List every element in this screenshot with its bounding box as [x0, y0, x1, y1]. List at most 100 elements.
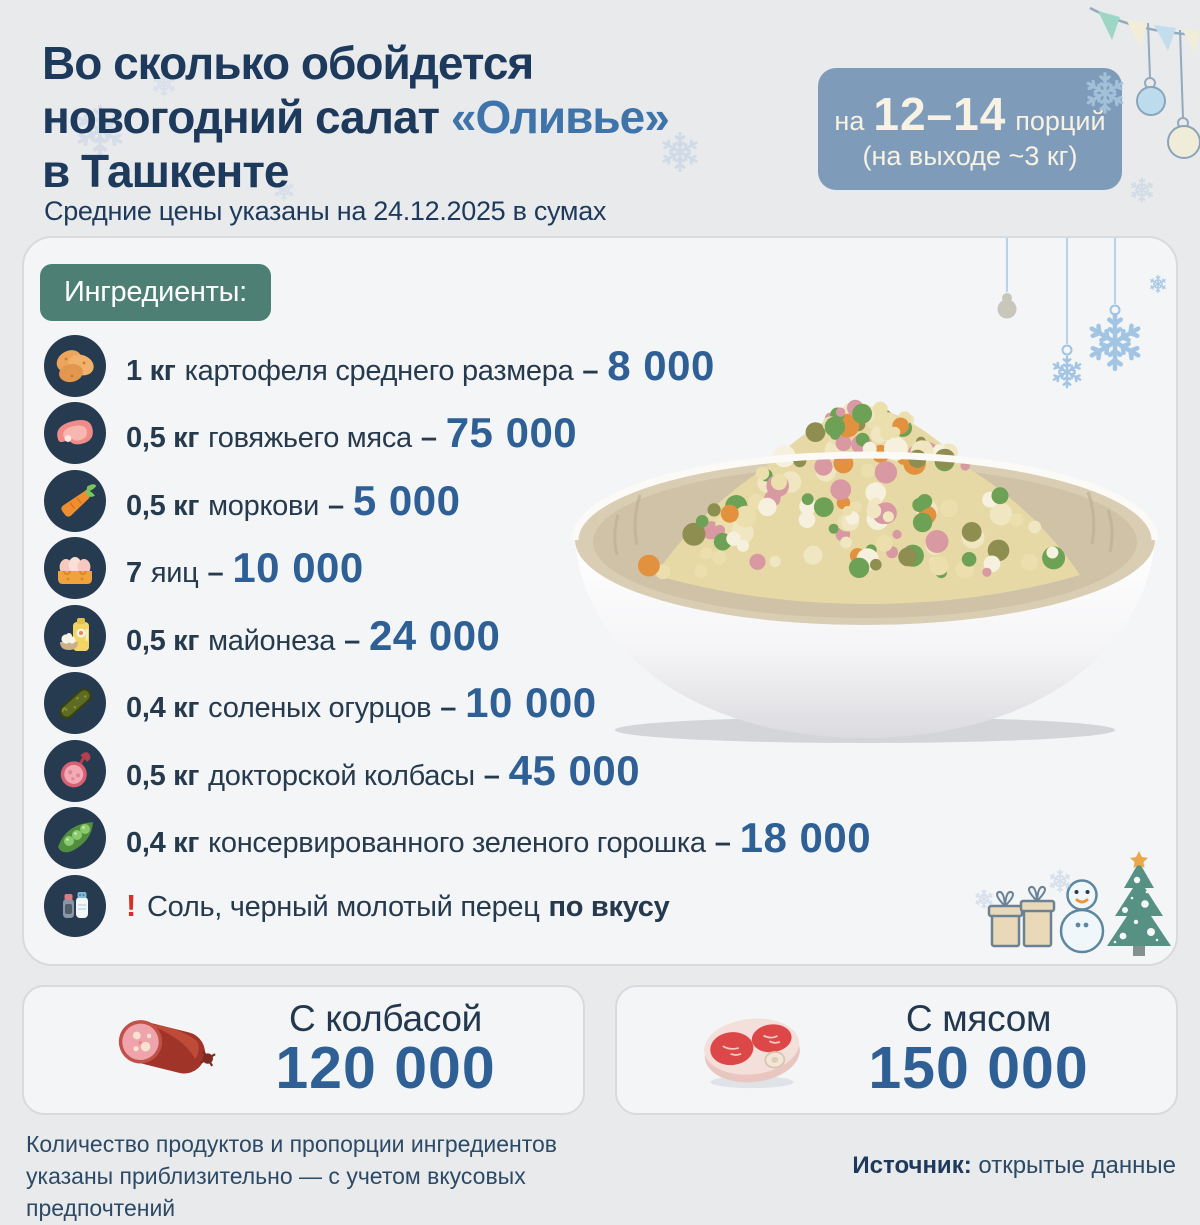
- ingredient-text: 0,5 кг майонеза –24 000: [126, 612, 500, 660]
- footer-source: Источник: открытые данные: [852, 1152, 1176, 1180]
- footer-disclaimer: Количество продуктов и пропорции ингреди…: [26, 1131, 557, 1222]
- peas-icon: [44, 807, 106, 870]
- ingredient-qty: 0,4 кг: [126, 692, 200, 725]
- separator: –: [714, 827, 731, 860]
- total-card-meat: С мясом 150 000: [615, 985, 1178, 1115]
- servings-suffix: порций: [1015, 105, 1106, 136]
- beef-icon: [44, 402, 106, 465]
- olivier-salad-bowl-photo: [571, 399, 1159, 743]
- ingredient-qty: 0,5 кг: [126, 759, 200, 792]
- ingredient-price: 8 000: [607, 341, 715, 389]
- ingredient-qty: 0,4 кг: [126, 827, 200, 860]
- ingredient-qty: 0,5 кг: [126, 489, 200, 522]
- snowflake-icon: [973, 888, 995, 910]
- ingredient-name: соленых огурцов: [208, 692, 432, 725]
- gift-bow: [1028, 885, 1046, 902]
- alert-exclamation-icon: !: [126, 887, 137, 923]
- pickle-icon: [44, 672, 106, 735]
- title-line-3: в Ташкенте: [42, 145, 289, 197]
- ornament-string: [1006, 238, 1008, 292]
- servings-line: на 12–14 порций: [834, 87, 1105, 141]
- ingredient-name: докторской колбасы: [208, 759, 475, 792]
- ingredient-price: 5 000: [352, 476, 461, 524]
- snowflake-icon: [1148, 274, 1168, 294]
- ingredient-qty: 0,5 кг: [126, 422, 200, 455]
- eggs-icon: [44, 537, 106, 600]
- source-label: Источник:: [852, 1152, 972, 1179]
- ingredient-text: 1 кг картофеля среднего размера –8 000: [126, 342, 715, 390]
- hanging-snowflake-icon: [1049, 354, 1085, 390]
- title-line-2-prefix: новогодний салат: [42, 91, 451, 143]
- sausage-illustration: [94, 996, 224, 1104]
- ingredient-row-sausage: 0,5 кг докторской колбасы –45 000: [44, 737, 871, 805]
- ingredient-qty: 7: [126, 557, 142, 590]
- total-card-sausage: С колбасой 120 000: [22, 985, 585, 1115]
- separator: –: [440, 692, 457, 725]
- ingredient-price: 18 000: [739, 814, 872, 862]
- gift-bow: [996, 890, 1014, 907]
- seasoning-emphasis: по вкусу: [548, 890, 670, 923]
- ingredient-row-eggs: 7 яиц –10 000: [44, 535, 871, 603]
- separator: –: [207, 557, 224, 590]
- ingredient-price: 10 000: [232, 544, 364, 592]
- separator: –: [328, 489, 344, 522]
- page-title: Во сколько обойдется новогодний салат «О…: [42, 36, 670, 198]
- separator: –: [420, 422, 437, 455]
- holiday-scene-decoration: [987, 851, 1171, 956]
- total-text: С мясом 150 000: [817, 997, 1140, 1101]
- ingredient-name: говяжьего мяса: [208, 422, 412, 455]
- ingredient-text: 0,5 кг докторской колбасы –45 000: [126, 747, 640, 795]
- total-price: 120 000: [275, 1035, 496, 1102]
- servings-prefix: на: [834, 105, 865, 136]
- potato-icon: [44, 334, 106, 397]
- source-value: открытые данные: [978, 1152, 1176, 1179]
- ingredient-qty: 0,5 кг: [126, 624, 200, 657]
- ingredient-price: 45 000: [508, 746, 641, 794]
- ingredient-name: майонеза: [208, 624, 336, 657]
- mayonnaise-icon: [44, 604, 106, 667]
- ingredient-row-potato: 1 кг картофеля среднего размера –8 000: [44, 332, 871, 400]
- sausage-icon: [44, 739, 106, 802]
- ingredient-price: 24 000: [368, 611, 501, 659]
- ornament-string: [1066, 238, 1068, 344]
- total-label: С мясом: [905, 997, 1052, 1039]
- title-line-1: Во сколько обойдется: [42, 37, 534, 89]
- snowflake-ornament-icon: [1082, 70, 1128, 116]
- servings-badge: на 12–14 порций (на выходе ~3 кг): [818, 68, 1122, 190]
- ingredient-text: 0,4 кг консервированного зеленого горошка…: [126, 814, 871, 862]
- servings-count: 12–14: [873, 87, 1007, 140]
- ingredient-row-salt-pepper: ! Соль, черный молотый перец по вкусу: [44, 872, 871, 940]
- ingredient-name: яиц: [150, 557, 199, 590]
- ornament-string: [1114, 238, 1116, 304]
- total-text: С колбасой 120 000: [224, 997, 547, 1102]
- subtitle-date-note: Средние цены указаны на 24.12.2025 в сум…: [44, 196, 607, 226]
- ingredient-qty: 1 кг: [126, 354, 176, 387]
- separator: –: [582, 354, 599, 387]
- separator: –: [483, 759, 500, 792]
- infographic-page: { "header": { "title_line1": "Во сколько…: [22, 6, 1200, 1222]
- meat-illustration: [687, 996, 817, 1104]
- carrot-icon: [44, 469, 106, 532]
- ingredient-text: 0,5 кг моркови –5 000: [126, 477, 460, 525]
- ingredient-text: 0,4 кг соленых огурцов –10 000: [126, 679, 597, 727]
- garland-decoration: [1089, 6, 1200, 159]
- seasoning-text: Соль, черный молотый перец: [147, 890, 540, 923]
- ingredient-price: 75 000: [445, 409, 578, 457]
- ingredient-name: консервированного зеленого горошка: [208, 827, 706, 860]
- ingredients-header-badge: Ингредиенты:: [40, 264, 271, 321]
- ingredient-text: 7 яиц –10 000: [126, 544, 364, 592]
- title-salad-name: «Оливье»: [450, 91, 670, 143]
- hanging-snowflake-icon: [1083, 310, 1147, 374]
- ingredient-price: 10 000: [465, 679, 597, 727]
- total-label: С колбасой: [288, 997, 483, 1039]
- separator: –: [344, 624, 360, 657]
- ingredient-row-beef: 0,5 кг говяжьего мяса –75 000: [44, 400, 871, 468]
- seasoning-note: ! Соль, черный молотый перец по вкусу: [126, 887, 670, 924]
- ingredient-name: картофеля среднего размера: [184, 354, 574, 387]
- ingredient-row-pickles: 0,4 кг соленых огурцов –10 000: [44, 670, 871, 738]
- snowflake-icon: [1047, 868, 1073, 894]
- ring-icon: [1061, 344, 1073, 356]
- ingredient-row-carrot: 0,5 кг моркови –5 000: [44, 467, 871, 535]
- snowflake-icon: [1128, 176, 1156, 204]
- title-line-2: новогодний салат «Оливье»: [42, 90, 670, 144]
